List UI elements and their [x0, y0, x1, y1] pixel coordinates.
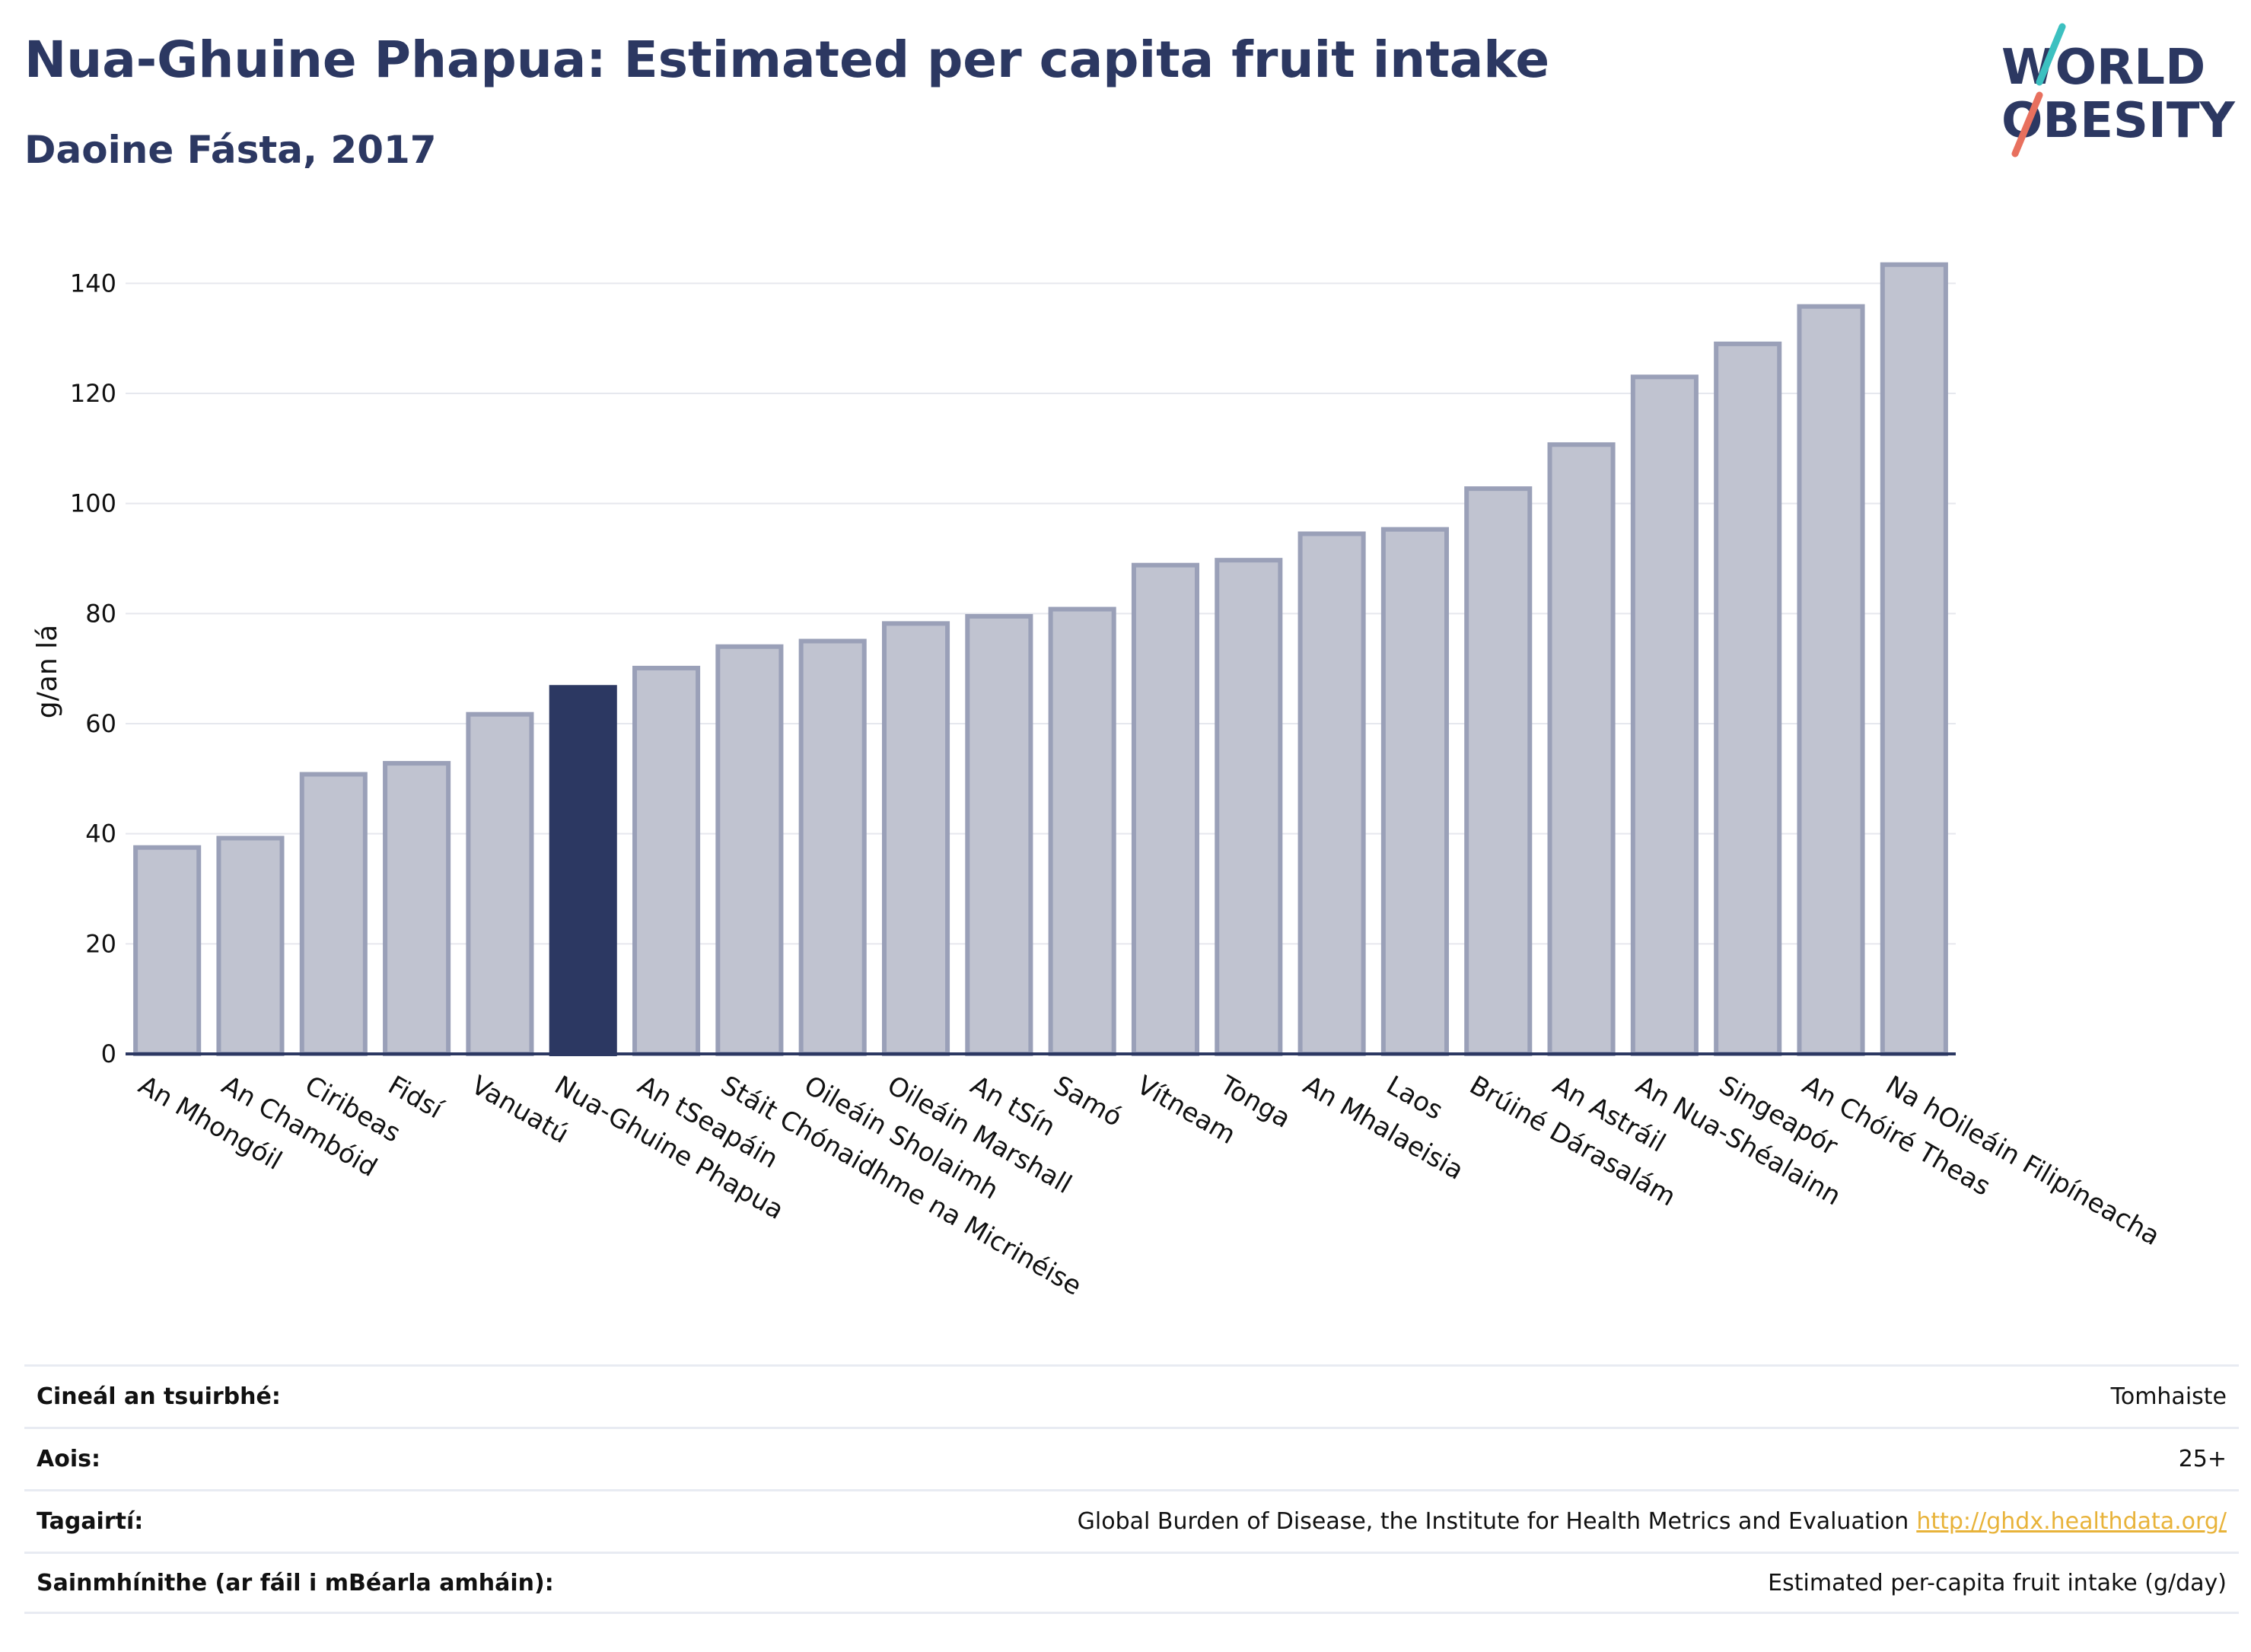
- bar: [1880, 262, 1948, 1056]
- bar: [798, 638, 867, 1056]
- info-row-age: Aois: 25+: [24, 1427, 2239, 1489]
- references-value: Global Burden of Disease, the Institute …: [1077, 1508, 1909, 1535]
- references-value-wrap: Global Burden of Disease, the Institute …: [1078, 1508, 2227, 1535]
- bar: [715, 644, 784, 1056]
- logo-line2: OBESITY: [2001, 93, 2235, 149]
- x-tick-label: Samó: [1049, 1070, 1127, 1133]
- definitions-value: Estimated per-capita fruit intake (g/day…: [1768, 1569, 2227, 1596]
- logo-slash-bottom: [2011, 91, 2043, 158]
- y-tick-label: 80: [85, 599, 116, 628]
- definitions-label: Sainmhínithe (ar fáil i mBéarla amháin):: [37, 1569, 554, 1596]
- bar: [632, 665, 701, 1057]
- survey-type-label: Cineál an tsuirbhé:: [37, 1383, 281, 1410]
- y-axis-label: g/an lá: [32, 625, 63, 718]
- y-tick-label: 20: [85, 929, 116, 958]
- bar: [466, 711, 534, 1056]
- info-table: Cineál an tsuirbhé: Tomhaiste Aois: 25+ …: [24, 1364, 2239, 1614]
- bar: [1464, 486, 1533, 1056]
- info-row-definitions: Sainmhínithe (ar fáil i mBéarla amháin):…: [24, 1552, 2239, 1614]
- bar: [1297, 531, 1366, 1056]
- info-row-references: Tagairtí: Global Burden of Disease, the …: [24, 1489, 2239, 1552]
- bar: [133, 845, 202, 1056]
- age-label: Aois:: [37, 1446, 100, 1472]
- bar: [1215, 558, 1283, 1056]
- bar: [1048, 606, 1116, 1056]
- world-obesity-logo: WORLD OBESITY: [2001, 23, 2235, 158]
- bar: [383, 761, 451, 1057]
- bar: [1547, 442, 1616, 1056]
- age-value: 25+: [2178, 1446, 2227, 1472]
- bar: [965, 613, 1033, 1056]
- y-tick-labels: 0 20 40 60 80 100 120 140: [70, 269, 116, 1068]
- y-tick-label: 140: [70, 269, 116, 298]
- y-tick-label: 60: [85, 709, 116, 738]
- logo-line1: WORLD: [2001, 40, 2205, 96]
- y-tick-label: 40: [85, 820, 116, 848]
- x-tick-label: An Mhalaeisia: [1298, 1070, 1469, 1186]
- y-tick-label: 100: [70, 489, 116, 518]
- page-subtitle: Daoine Fásta, 2017: [24, 128, 437, 172]
- logo-slash-top: [2036, 23, 2066, 86]
- bar: [1714, 341, 1782, 1056]
- y-tick-label: 120: [70, 379, 116, 408]
- bar: [216, 836, 285, 1057]
- page-title: Nua-Ghuine Phapua: Estimated per capita …: [24, 30, 1550, 89]
- bars: [133, 262, 1948, 1057]
- bar: [1630, 374, 1699, 1056]
- info-row-survey-type: Cineál an tsuirbhé: Tomhaiste: [24, 1364, 2239, 1427]
- references-label: Tagairtí:: [37, 1508, 144, 1535]
- bar: [881, 621, 950, 1056]
- references-link[interactable]: http://ghdx.healthdata.org/: [1916, 1508, 2227, 1535]
- bar: [1380, 527, 1449, 1056]
- y-tick-label: 0: [101, 1039, 116, 1068]
- bar-highlight: [549, 685, 617, 1056]
- bar: [1797, 304, 1865, 1057]
- bar: [299, 772, 368, 1057]
- bar: [1131, 562, 1200, 1056]
- survey-type-value: Tomhaiste: [2110, 1383, 2227, 1410]
